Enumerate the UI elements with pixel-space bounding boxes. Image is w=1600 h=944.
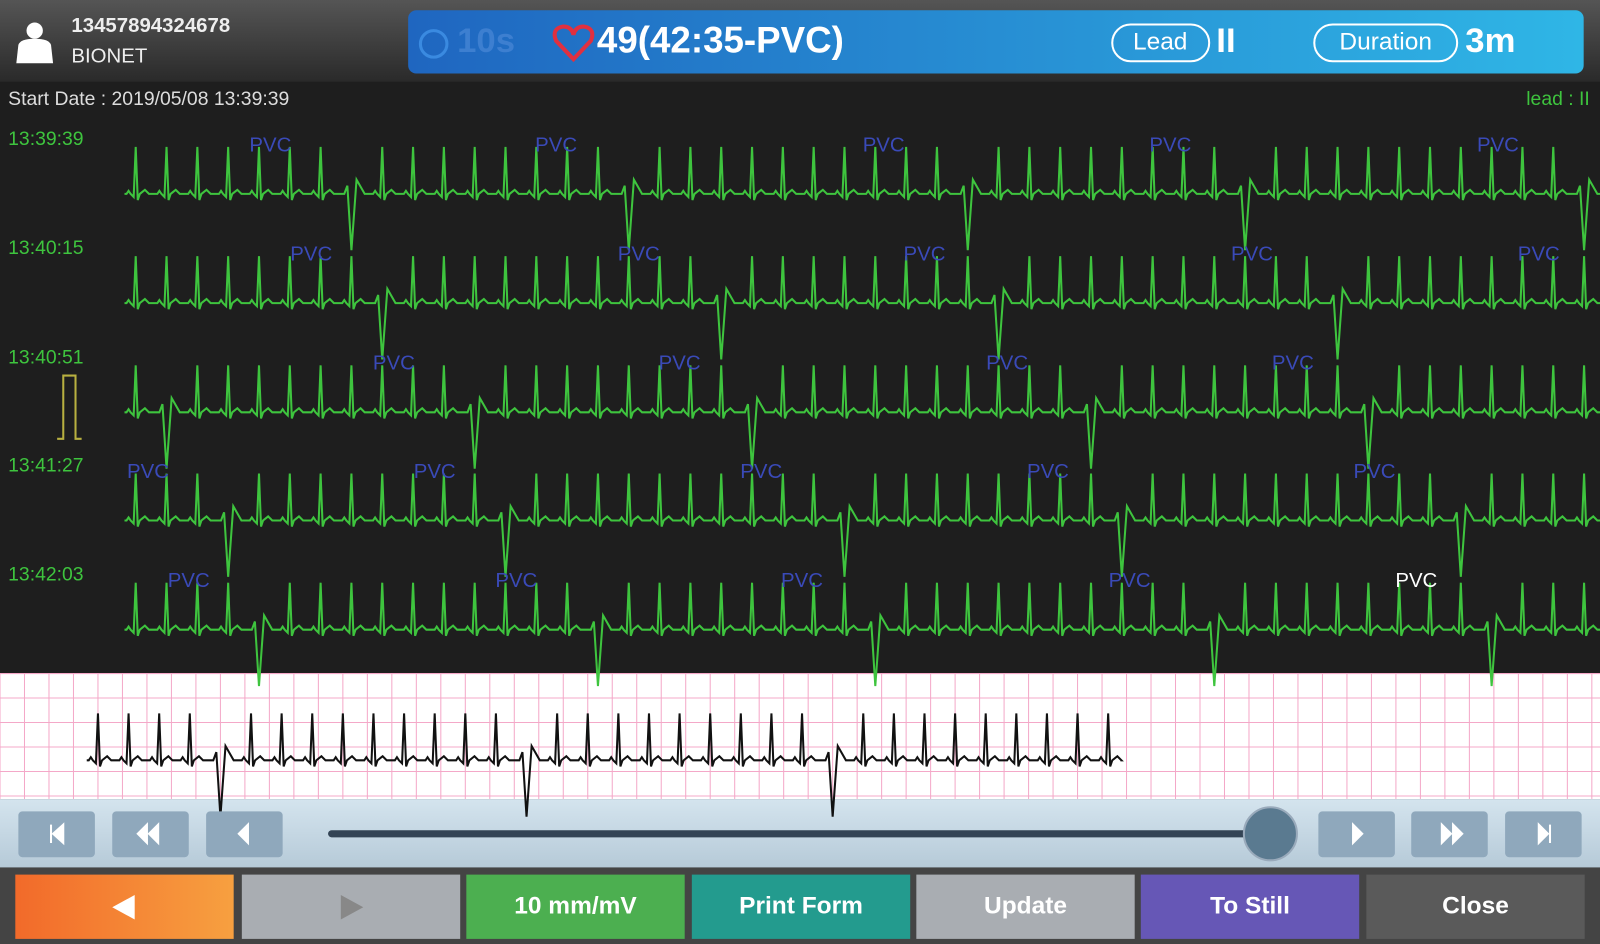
pvc-label[interactable]: PVC (168, 570, 210, 592)
action-button-label: Print Form (739, 893, 863, 920)
action-button-label: 10 mm/mV (514, 893, 637, 920)
pvc-label[interactable]: PVC (290, 244, 332, 266)
pvc-label[interactable]: PVC (495, 570, 537, 592)
lead-info: lead : II (1526, 88, 1590, 110)
duration-pill (1313, 23, 1459, 63)
patient-icon (16, 22, 54, 64)
status-bar (408, 10, 1584, 74)
slider-knob[interactable] (1242, 806, 1298, 862)
ecg-trace (124, 146, 1600, 251)
calibration-pulse (57, 374, 82, 440)
row-time: 13:40:15 (8, 237, 83, 259)
action-button[interactable] (691, 874, 911, 939)
pvc-label[interactable]: PVC (1027, 461, 1069, 483)
prev-icon (112, 895, 135, 920)
pvc-label[interactable]: PVC (414, 461, 456, 483)
pvc-label[interactable]: PVC (1354, 461, 1396, 483)
action-button[interactable] (466, 874, 685, 939)
pvc-label[interactable]: PVC (535, 134, 577, 156)
pvc-label[interactable]: PVC (740, 461, 782, 483)
row-time: 13:41:27 (8, 455, 83, 477)
pvc-label-selected[interactable]: PVC (1395, 570, 1437, 592)
lead-pill (1111, 23, 1211, 63)
pvc-label[interactable]: PVC (904, 244, 946, 266)
ecg-trace (124, 365, 1600, 469)
nav-icon (1537, 822, 1552, 846)
action-button[interactable] (1366, 874, 1585, 939)
pvc-label[interactable]: PVC (1231, 244, 1273, 266)
row-time: 13:42:03 (8, 564, 83, 586)
action-button[interactable] (916, 874, 1135, 939)
pvc-label[interactable]: PVC (127, 461, 169, 483)
lead-label: Lead (1133, 28, 1187, 55)
duration-label: Duration (1339, 28, 1432, 55)
next-icon (340, 895, 364, 920)
strip-trace (86, 713, 1124, 817)
action-button-label: To Still (1210, 893, 1290, 920)
action-button[interactable] (1140, 874, 1360, 939)
pvc-label[interactable]: PVC (1477, 134, 1519, 156)
pvc-label[interactable]: PVC (373, 353, 415, 375)
pvc-label[interactable]: PVC (1518, 244, 1560, 266)
nav-icon (136, 822, 160, 846)
nav-icon (237, 822, 249, 846)
start-date: Start Date : 2019/05/08 13:39:39 (8, 88, 289, 110)
patient-name: BIONET (71, 46, 147, 68)
pvc-label[interactable]: PVC (1149, 134, 1191, 156)
pvc-label[interactable]: PVC (1272, 353, 1314, 375)
event: 49(42:35-PVC) (597, 20, 844, 61)
action-button-label: Update (984, 893, 1067, 920)
strip-grid (0, 673, 1600, 800)
row-time: 13:39:39 (8, 128, 83, 150)
ecg-trace (124, 256, 1600, 360)
pvc-label[interactable]: PVC (1109, 570, 1151, 592)
nav-icon (1440, 822, 1464, 846)
patient-id: 13457894324678 (71, 15, 230, 37)
pvc-label[interactable]: PVC (986, 353, 1028, 375)
pvc-label[interactable]: PVC (618, 244, 660, 266)
lead-value: II (1216, 22, 1235, 60)
action-button-label: Close (1442, 893, 1509, 920)
timer: 10s (457, 22, 515, 60)
timer-icon (418, 29, 449, 59)
pvc-label[interactable]: PVC (781, 570, 823, 592)
strip-background (0, 673, 1600, 800)
ecg-trace (124, 582, 1600, 687)
ecg-trace (124, 473, 1600, 577)
pvc-label[interactable]: PVC (659, 353, 701, 375)
nav-icon (1352, 822, 1364, 846)
duration-value: 3m (1465, 22, 1515, 60)
pvc-label[interactable]: PVC (249, 134, 291, 156)
pvc-label[interactable]: PVC (863, 134, 905, 156)
heart-icon (552, 24, 595, 63)
nav-icon (50, 822, 65, 846)
row-time: 13:40:51 (8, 346, 83, 368)
